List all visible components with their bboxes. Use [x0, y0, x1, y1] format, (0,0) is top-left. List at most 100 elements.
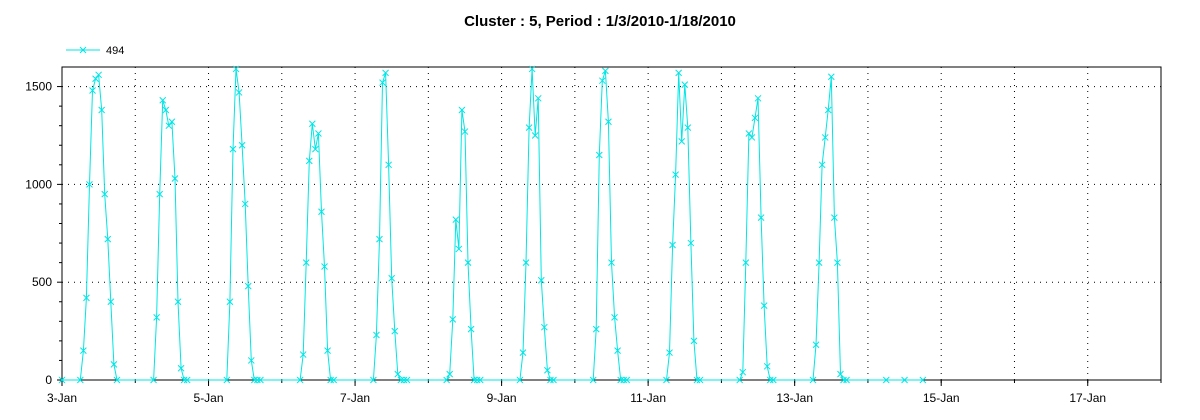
data-point — [617, 376, 625, 384]
data-point — [382, 69, 389, 77]
data-point — [446, 370, 454, 378]
data-point — [80, 347, 87, 355]
data-point — [751, 114, 759, 122]
data-point — [919, 376, 927, 384]
data-point — [315, 130, 322, 137]
data-point — [663, 376, 670, 384]
data-point — [669, 241, 676, 249]
data-point — [824, 106, 832, 114]
data-point — [244, 282, 252, 290]
y-axis: 0 500 1000 1500 — [25, 80, 62, 387]
data-point — [605, 118, 612, 126]
data-point — [550, 376, 557, 384]
data-point — [171, 175, 179, 182]
data-point — [684, 124, 692, 131]
series-group — [58, 65, 927, 384]
data-point — [373, 331, 380, 339]
data-point — [223, 376, 231, 384]
data-point — [95, 71, 102, 79]
data-point — [537, 276, 545, 284]
data-point — [449, 316, 457, 323]
data-point — [101, 190, 109, 198]
data-point — [327, 376, 334, 384]
data-point — [690, 337, 698, 345]
data-point — [834, 259, 841, 266]
data-point — [238, 141, 246, 149]
data-point — [165, 122, 173, 130]
data-point — [257, 376, 264, 384]
data-point — [159, 96, 167, 104]
data-point — [760, 302, 768, 310]
data-point — [76, 376, 84, 384]
data-point — [754, 94, 762, 102]
data-point — [595, 151, 603, 159]
data-point — [183, 376, 191, 384]
data-point — [312, 145, 319, 153]
data-point — [153, 314, 160, 321]
data-point — [83, 294, 90, 302]
data-point — [305, 157, 313, 165]
data-point — [602, 67, 609, 75]
data-point — [840, 376, 847, 384]
data-point — [592, 325, 600, 333]
data-point — [235, 89, 243, 96]
data-point — [104, 235, 112, 243]
legend: 494 — [66, 45, 124, 57]
data-point — [379, 79, 386, 87]
data-point — [525, 124, 533, 131]
x-tick-label: 3-Jan — [47, 391, 77, 405]
data-point — [324, 347, 331, 355]
data-point — [901, 376, 908, 384]
data-point — [748, 134, 756, 141]
data-point — [110, 360, 118, 368]
data-point — [250, 376, 258, 384]
data-point — [470, 376, 478, 384]
data-point — [308, 120, 316, 128]
data-point — [113, 376, 121, 384]
data-point — [666, 349, 673, 356]
data-point — [531, 132, 539, 139]
data-point — [370, 376, 377, 384]
y-tick-label: 0 — [45, 373, 52, 387]
data-point — [623, 376, 631, 384]
data-point — [86, 181, 93, 188]
data-point — [302, 259, 310, 266]
data-point — [830, 214, 838, 221]
data-point — [598, 77, 606, 85]
data-point — [180, 376, 188, 384]
legend-marker — [79, 46, 87, 54]
data-point — [177, 364, 185, 372]
data-point — [156, 190, 164, 198]
data-point — [696, 376, 704, 384]
data-point — [247, 357, 255, 364]
data-point — [241, 200, 249, 208]
data-point — [98, 106, 106, 114]
data-point — [476, 376, 484, 384]
data-point — [299, 351, 307, 358]
data-point — [821, 134, 829, 141]
data-point — [687, 239, 695, 247]
data-point — [330, 376, 338, 384]
data-point — [516, 376, 524, 384]
data-point — [809, 376, 817, 384]
data-point — [443, 376, 451, 384]
data-point — [611, 314, 618, 321]
data-point — [675, 69, 683, 77]
data-point — [92, 75, 99, 83]
data-point — [455, 245, 463, 253]
data-point — [678, 137, 686, 145]
data-point — [614, 347, 621, 355]
data-point — [757, 214, 765, 221]
data-point — [528, 65, 536, 73]
data-point — [522, 259, 530, 266]
data-point — [254, 376, 261, 384]
x-tick-label: 15-Jan — [923, 391, 960, 405]
data-point — [403, 376, 411, 384]
data-point — [150, 376, 157, 384]
data-point — [162, 106, 170, 114]
data-point — [763, 362, 771, 370]
data-point — [296, 376, 304, 384]
data-point — [766, 376, 774, 384]
x-tick-label: 11-Jan — [630, 391, 666, 405]
